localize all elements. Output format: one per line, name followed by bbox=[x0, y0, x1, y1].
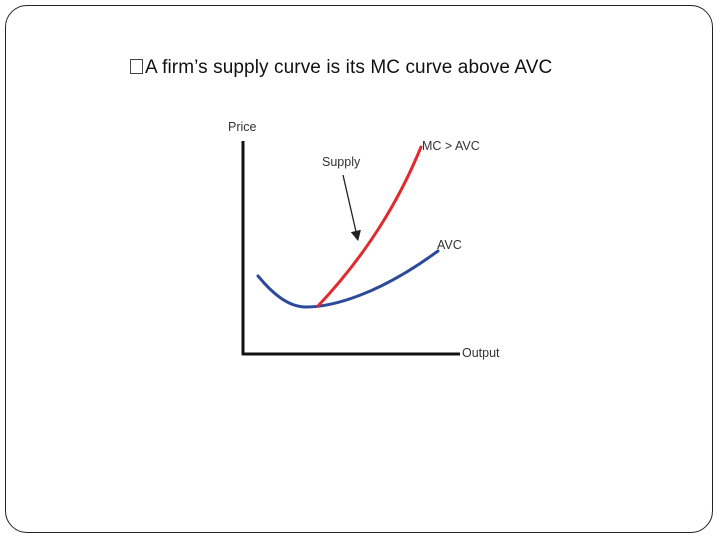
x-axis-label: Output bbox=[462, 346, 500, 360]
slide-frame bbox=[5, 5, 713, 533]
avc-curve-label: AVC bbox=[437, 238, 462, 252]
avc-curve bbox=[256, 249, 440, 309]
supply-label: Supply bbox=[322, 155, 361, 169]
supply-arrow bbox=[342, 174, 361, 242]
bullet-text: A firm’s supply curve is its MC curve ab… bbox=[145, 57, 553, 78]
y-axis-label: Price bbox=[228, 120, 257, 134]
bullet-marker-icon bbox=[130, 59, 143, 74]
mc-supply-curve bbox=[316, 145, 423, 308]
slide-bullet: A firm’s supply curve is its MC curve ab… bbox=[130, 57, 552, 79]
mc-curve-label: MC > AVC bbox=[422, 139, 480, 153]
